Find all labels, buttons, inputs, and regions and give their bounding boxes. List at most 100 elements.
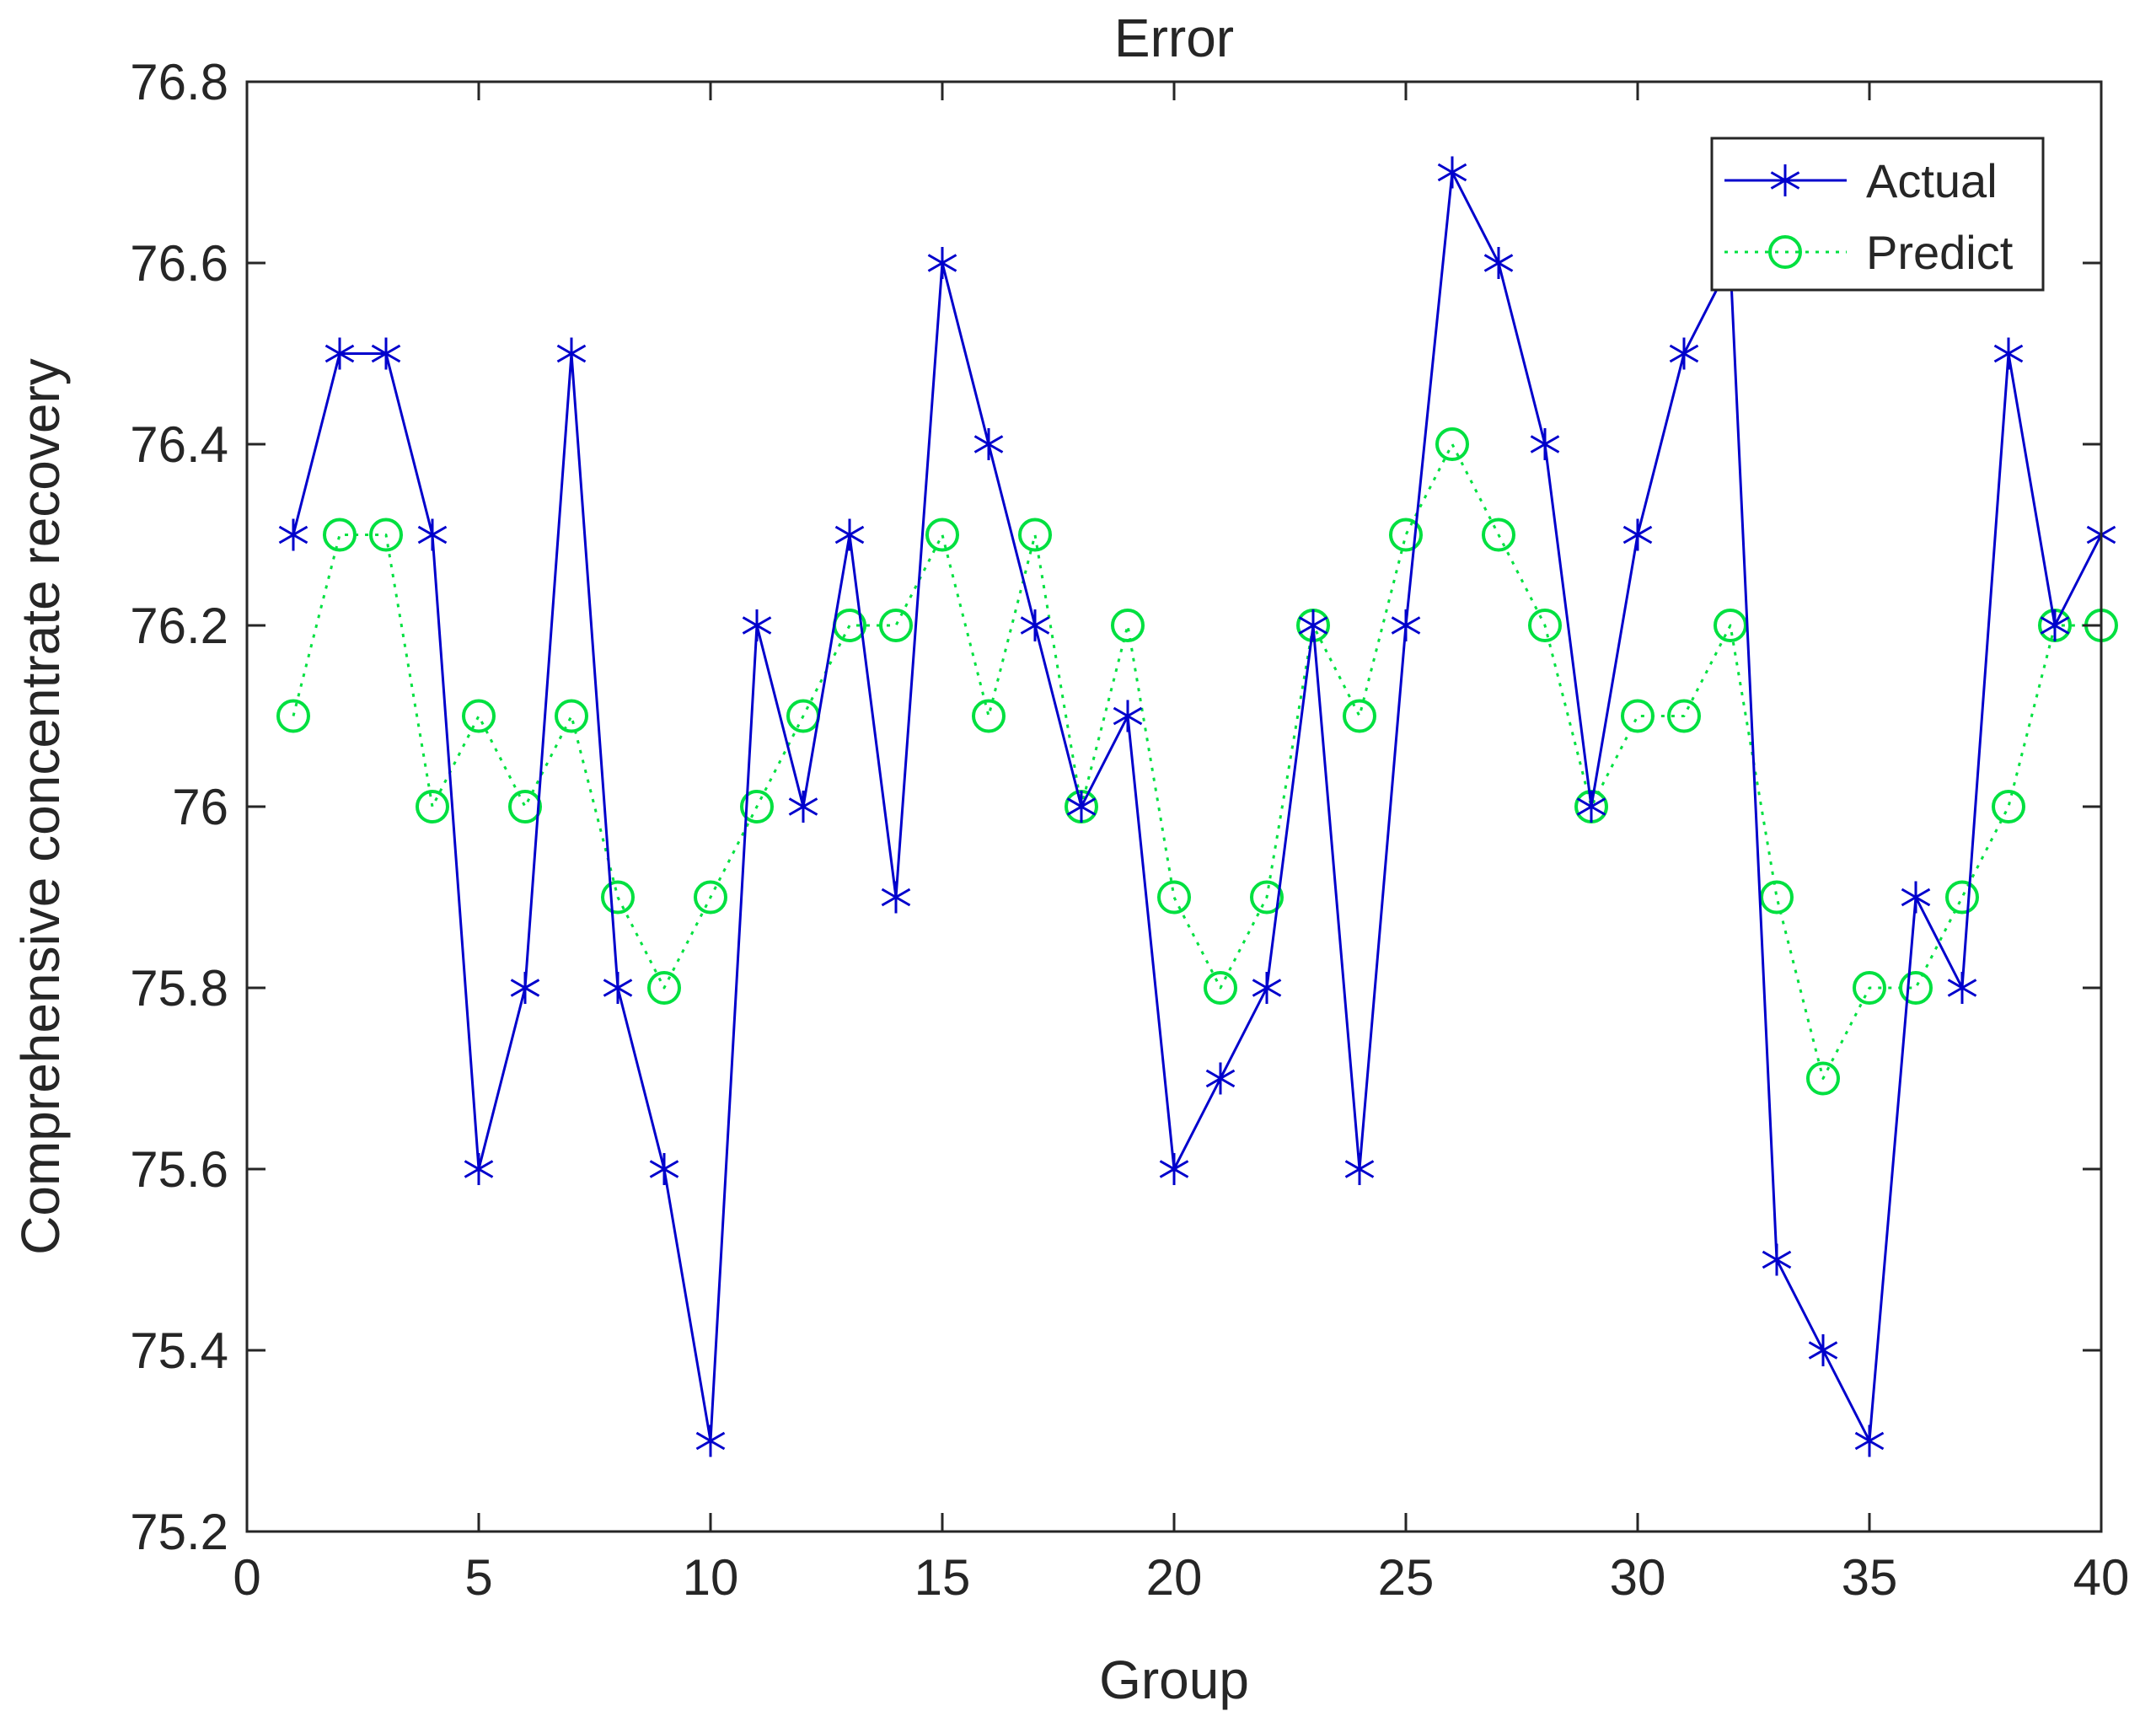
data-point-actual (1762, 1243, 1792, 1276)
asterisk-stroke (1770, 171, 1800, 190)
asterisk-stroke (417, 525, 448, 544)
y-tick-label: 75.2 (130, 1504, 228, 1560)
asterisk-stroke (2040, 616, 2070, 635)
data-point-actual (1066, 791, 1097, 823)
data-point-predict (1343, 699, 1376, 733)
series-line-actual (292, 171, 2103, 1442)
data-point-actual (1669, 337, 1699, 370)
asterisk-stroke (649, 1160, 679, 1178)
data-point-predict (416, 790, 449, 823)
asterisk-stroke (556, 344, 587, 363)
asterisk-stroke (464, 1160, 494, 1178)
series-layer (276, 156, 2118, 1457)
y-tick-label: 75.8 (130, 960, 228, 1017)
y-tick-label: 76 (172, 779, 228, 835)
data-point-actual (278, 518, 308, 551)
asterisk-stroke (742, 616, 772, 635)
asterisk-stroke (834, 525, 865, 544)
legend-predict-marker (1768, 235, 1802, 269)
data-point-actual (510, 972, 540, 1004)
data-point-actual (1901, 881, 1931, 914)
data-point-predict (1714, 609, 1747, 642)
data-point-predict (1806, 1061, 1840, 1096)
x-tick-label: 25 (1378, 1549, 1435, 1606)
asterisk-stroke (881, 888, 911, 907)
data-point-predict (879, 609, 913, 642)
legend-asterisk-marker (1770, 164, 1800, 196)
data-point-predict (1111, 609, 1145, 642)
data-point-actual (695, 1424, 726, 1457)
data-point-predict (1899, 971, 1933, 1005)
data-point-predict (276, 699, 310, 733)
data-point-actual (1530, 428, 1560, 460)
data-point-actual (1808, 1334, 1838, 1366)
x-tick-label: 10 (683, 1549, 739, 1606)
data-point-predict (1992, 790, 2025, 823)
data-point-predict (694, 880, 727, 915)
x-tick-label: 40 (2073, 1549, 2130, 1606)
x-tick-label: 5 (464, 1549, 492, 1606)
data-point-actual (742, 609, 772, 641)
y-tick-label: 76.2 (130, 598, 228, 654)
data-point-actual (556, 337, 587, 370)
asterisk-stroke (324, 344, 355, 363)
y-tick-label: 76.6 (130, 235, 228, 292)
x-tick-label: 35 (1842, 1549, 1898, 1606)
data-point-actual (973, 428, 1004, 460)
data-point-actual (1391, 609, 1421, 641)
data-point-predict (508, 790, 542, 823)
data-point-actual (1205, 1062, 1236, 1095)
data-point-actual (417, 518, 448, 551)
series-line-predict (292, 443, 2101, 1080)
asterisk-stroke (788, 797, 818, 816)
x-tick-label: 0 (233, 1549, 260, 1606)
data-point-predict (1389, 518, 1423, 552)
data-point-actual (1298, 609, 1328, 641)
data-point-actual (371, 337, 401, 370)
chart-title: Error (1114, 8, 1234, 68)
asterisk-stroke (371, 344, 401, 363)
data-point-actual (2040, 609, 2070, 641)
data-point-predict (740, 790, 774, 823)
data-point-predict (1204, 971, 1237, 1005)
asterisk-stroke (1113, 706, 1143, 726)
asterisk-stroke (1808, 1341, 1838, 1360)
asterisk-stroke (278, 525, 308, 544)
asterisk-stroke (1993, 344, 2024, 363)
asterisk-stroke (1066, 797, 1097, 816)
asterisk-stroke (1205, 1069, 1236, 1088)
legend-actual-marker (1770, 164, 1800, 196)
asterisk-stroke (1947, 979, 1977, 997)
data-point-actual (1483, 247, 1514, 279)
data-point-actual (649, 1153, 679, 1185)
data-point-predict (972, 699, 1006, 733)
data-point-actual (464, 1153, 494, 1185)
x-tick-label: 30 (1610, 1549, 1666, 1606)
data-point-predict (555, 699, 588, 733)
data-point-predict (462, 699, 496, 733)
asterisk-stroke (1622, 525, 1653, 544)
asterisk-stroke (1391, 616, 1421, 635)
y-tick-label: 76.8 (130, 54, 228, 110)
data-point-actual (1437, 156, 1467, 189)
data-point-predict (1760, 880, 1794, 915)
data-point-predict (323, 518, 357, 552)
legend-predict-label: Predict (1866, 226, 2014, 279)
data-point-actual (1020, 609, 1050, 641)
data-point-actual (603, 972, 633, 1004)
y-axis-title: Comprehensive concentrate recovery (10, 358, 71, 1255)
data-point-actual (1113, 700, 1143, 732)
asterisk-stroke (603, 979, 633, 997)
data-point-predict (925, 518, 959, 552)
plot-area (247, 82, 2101, 1532)
y-tick-label: 75.4 (130, 1322, 228, 1379)
data-point-predict (1435, 427, 1469, 461)
data-point-predict (647, 971, 681, 1005)
data-point-actual (1576, 791, 1606, 823)
y-tick-label: 76.4 (130, 416, 228, 473)
legend-actual-label: Actual (1866, 154, 1998, 207)
asterisk-stroke (1483, 254, 1514, 272)
data-point-actual (788, 791, 818, 823)
data-point-predict (369, 518, 403, 552)
asterisk-stroke (510, 979, 540, 997)
